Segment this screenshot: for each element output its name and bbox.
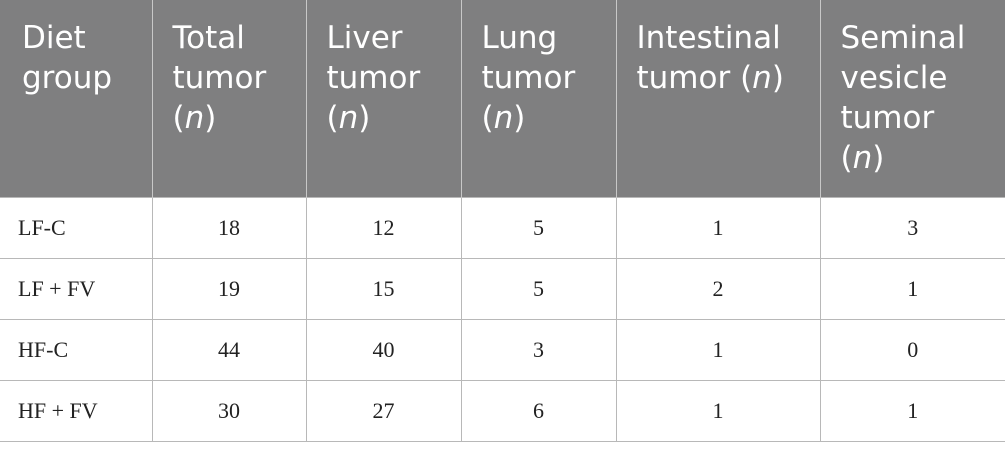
group-cell: HF-C bbox=[0, 319, 153, 381]
value-cell: 3 bbox=[819, 197, 1005, 259]
table-row: HF-C 44 40 3 1 0 bbox=[0, 319, 1005, 381]
table-row: HF + FV 30 27 6 1 1 bbox=[0, 380, 1005, 442]
value-cell: 19 bbox=[151, 258, 307, 320]
header-cell: Intestinal tumor (n) bbox=[616, 0, 821, 198]
header-cell: Lung tumor (n) bbox=[461, 0, 617, 198]
value-cell: 1 bbox=[819, 258, 1005, 320]
header-cell: Seminal vesicle tumor (n) bbox=[820, 0, 1005, 198]
group-cell: HF + FV bbox=[0, 380, 153, 442]
header-text: ) bbox=[872, 140, 885, 176]
table-body: LF-C 18 12 5 1 3 LF + FV 19 15 5 2 1 HF-C 44 40 3 1 0 HF +… bbox=[0, 197, 1005, 442]
value-cell: 6 bbox=[460, 380, 617, 442]
header-cell: Diet group bbox=[0, 0, 153, 198]
header-italic: n bbox=[752, 60, 772, 96]
value-cell: 40 bbox=[305, 319, 462, 381]
value-cell: 5 bbox=[460, 258, 617, 320]
header-text: ) bbox=[513, 100, 526, 136]
group-cell: LF-C bbox=[0, 197, 153, 259]
value-cell: 1 bbox=[615, 319, 821, 381]
header-italic: n bbox=[184, 100, 205, 136]
header-text: Total tumor ( bbox=[172, 20, 267, 136]
value-cell: 30 bbox=[151, 380, 307, 442]
value-cell: 5 bbox=[460, 197, 617, 259]
value-cell: 3 bbox=[460, 319, 617, 381]
header-text: Intestinal tumor ( bbox=[636, 20, 781, 96]
value-cell: 1 bbox=[819, 380, 1005, 442]
value-cell: 12 bbox=[305, 197, 462, 259]
header-row: Diet group Total tumor (n) Liver tumor (n)… bbox=[0, 0, 1005, 198]
table-row: LF + FV 19 15 5 2 1 bbox=[0, 258, 1005, 320]
header-cell: Liver tumor (n) bbox=[306, 0, 462, 198]
data-table: Diet group Total tumor (n) Liver tumor (n)… bbox=[0, 0, 1005, 442]
header-text: ) bbox=[771, 60, 784, 96]
value-cell: 44 bbox=[151, 319, 307, 381]
header-text: Liver tumor ( bbox=[326, 20, 421, 136]
header-italic: n bbox=[852, 140, 873, 176]
header-cell: Total tumor (n) bbox=[152, 0, 307, 198]
value-cell: 0 bbox=[819, 319, 1005, 381]
group-cell: LF + FV bbox=[0, 258, 153, 320]
header-text: Lung tumor ( bbox=[481, 20, 576, 136]
value-cell: 1 bbox=[615, 380, 821, 442]
value-cell: 1 bbox=[615, 197, 821, 259]
header-text: ) bbox=[204, 100, 217, 136]
header-text: ) bbox=[358, 100, 371, 136]
header-text: Diet group bbox=[22, 20, 113, 96]
value-cell: 15 bbox=[305, 258, 462, 320]
header-italic: n bbox=[338, 100, 359, 136]
value-cell: 2 bbox=[615, 258, 821, 320]
value-cell: 27 bbox=[305, 380, 462, 442]
value-cell: 18 bbox=[151, 197, 307, 259]
table-row: LF-C 18 12 5 1 3 bbox=[0, 197, 1005, 259]
header-italic: n bbox=[493, 100, 514, 136]
header-text: Seminal vesicle tumor ( bbox=[840, 20, 966, 176]
